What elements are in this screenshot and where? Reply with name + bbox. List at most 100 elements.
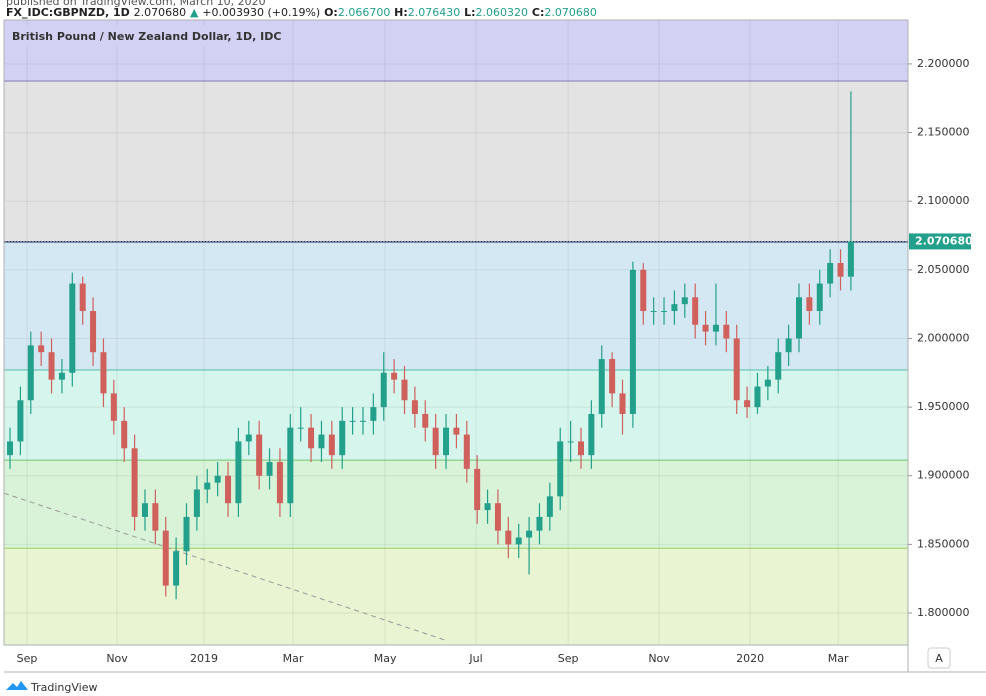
candle-body: [110, 393, 117, 421]
candle-body: [546, 496, 553, 517]
y-tick-label: 1.800000: [917, 606, 970, 619]
candle-body: [598, 359, 605, 414]
candle-body: [806, 297, 813, 312]
logo: [6, 681, 28, 690]
candle-body: [27, 345, 34, 401]
candle-body: [453, 427, 460, 435]
candle-body: [162, 530, 169, 586]
candle-body: [58, 372, 65, 380]
candle-body: [411, 400, 418, 414]
y-tick-label: 2.000000: [917, 331, 970, 344]
candle-body: [505, 530, 512, 545]
candle-body: [650, 311, 657, 313]
candle-body: [557, 441, 564, 497]
x-tick-label: May: [374, 652, 397, 665]
zone: [4, 548, 908, 645]
x-tick-label: Nov: [648, 652, 670, 665]
candle-body: [609, 359, 616, 394]
y-tick-label: 2.100000: [917, 194, 970, 207]
x-tick-label: 2020: [736, 652, 764, 665]
candle-body: [121, 420, 128, 449]
y-tick-label: 2.050000: [917, 263, 970, 276]
candle-body: [204, 482, 211, 490]
y-tick-label: 2.150000: [917, 126, 970, 139]
candle-body: [266, 462, 273, 476]
c: 2.070680: [544, 6, 597, 19]
candle-body: [432, 427, 439, 456]
candle-body: [141, 503, 148, 517]
candle-body: [795, 297, 802, 339]
candle-body: [847, 241, 854, 277]
symbol-line: FX_IDC:GBPNZD, 1D 2.070680 ▲ +0.003930 (…: [6, 6, 597, 19]
candle-body: [692, 297, 699, 325]
published-note: published on TradingView.com, March 10, …: [6, 0, 266, 8]
x-tick-label: Mar: [828, 652, 849, 665]
candle-body: [193, 489, 200, 517]
candle-body: [17, 400, 24, 442]
y-tick-label: 1.850000: [917, 537, 970, 550]
candle-body: [443, 427, 450, 456]
x-tick-label: Mar: [283, 652, 304, 665]
candle-body: [775, 352, 782, 380]
candle-body: [515, 537, 522, 545]
candle-body: [297, 427, 304, 429]
chart-title: British Pound / New Zealand Dollar, 1D, …: [12, 30, 281, 43]
candle-body: [816, 283, 823, 312]
candle-body: [38, 345, 45, 353]
candle-body: [744, 400, 751, 408]
brand: TradingView: [30, 681, 97, 694]
plot: [3, 20, 908, 645]
candle-body: [661, 311, 668, 313]
candle-body: [702, 324, 709, 332]
candle-body: [69, 283, 76, 373]
candle-body: [671, 304, 678, 312]
candle-body: [359, 420, 366, 422]
auto-scale-button[interactable]: [927, 647, 951, 669]
candle-body: [712, 324, 719, 332]
candle-body: [131, 448, 138, 517]
y-tick-label: 2.200000: [917, 57, 970, 70]
candle-body: [640, 269, 647, 312]
candle-body: [588, 413, 595, 456]
candle-body: [214, 475, 221, 483]
last-price-tag: [909, 233, 971, 250]
candle-body: [577, 441, 584, 456]
x-tick-label: Sep: [558, 652, 579, 665]
symbol: FX_IDC:GBPNZD, 1D: [6, 6, 130, 19]
candle-body: [7, 441, 14, 456]
candle-body: [723, 324, 730, 339]
candle-body: [100, 352, 107, 394]
candle-body: [328, 434, 335, 456]
candle-body: [79, 283, 86, 312]
candle-body: [339, 420, 346, 456]
candle-body: [764, 379, 771, 387]
zone: [4, 460, 908, 549]
y-tick-label: 1.950000: [917, 400, 970, 413]
candle-body: [401, 379, 408, 401]
zone: [4, 80, 908, 242]
auto-scale-label: A: [935, 652, 943, 665]
candle-body: [276, 462, 283, 504]
last: 2.070680: [134, 6, 187, 19]
candle-body: [785, 338, 792, 353]
x-tick-label: Nov: [106, 652, 128, 665]
x-tick-label: Sep: [17, 652, 38, 665]
candle-body: [235, 441, 242, 504]
candle-body: [245, 434, 252, 442]
candle-body: [380, 372, 387, 408]
candle-body: [391, 372, 398, 380]
arrow: ▲: [190, 6, 199, 19]
candle-body: [619, 393, 626, 414]
candle-body: [349, 420, 356, 422]
candle-body: [256, 434, 263, 476]
candle-body: [494, 503, 501, 531]
candle-body: [152, 503, 159, 531]
candle-body: [90, 311, 97, 353]
candle-body: [463, 434, 470, 469]
title-bg: [6, 26, 260, 46]
y-tick-label: 1.900000: [917, 469, 970, 482]
x-tick-label: 2019: [190, 652, 218, 665]
l-label: L:: [464, 6, 475, 19]
candle-body: [629, 269, 636, 414]
candle-body: [474, 468, 481, 511]
